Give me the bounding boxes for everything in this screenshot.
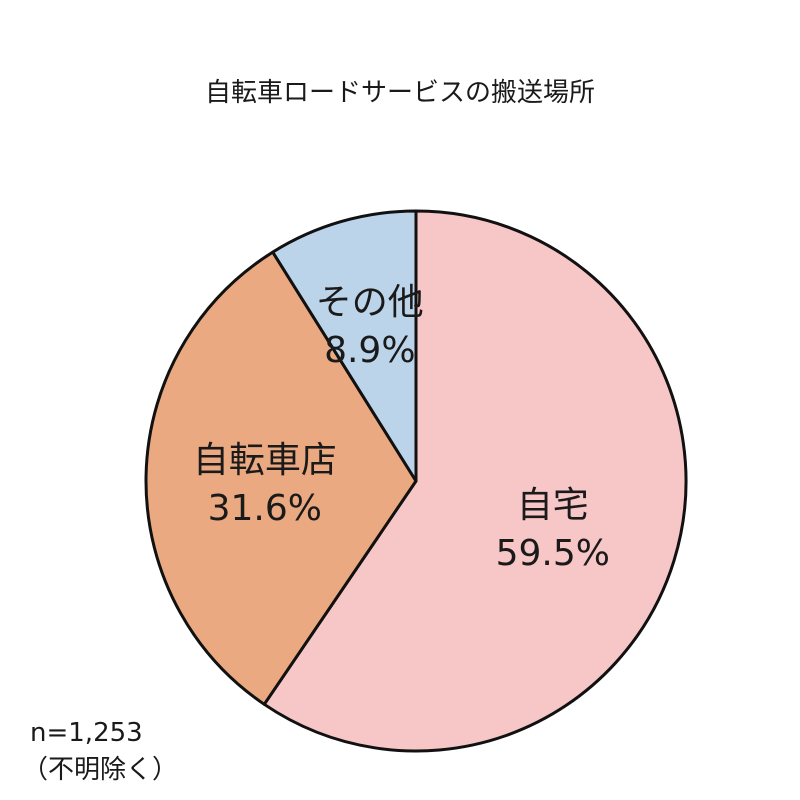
slice-category-label-home: 自宅 (517, 485, 589, 526)
slice-percent-label-other: 8.9% (324, 330, 415, 371)
slice-percent-label-home: 59.5% (496, 533, 610, 574)
pie-slice-bicycle-shop (144, 250, 418, 706)
sample-size-note: n=1,253 (30, 718, 143, 748)
slice-category-label-other: その他 (316, 282, 424, 323)
pie-slice-labels: 自宅 59.5% 自転車店 31.6% その他 8.9% (193, 282, 610, 574)
slice-category-label-bicycle-shop: 自転車店 (193, 440, 337, 481)
chart-title: 自転車ロードサービスの搬送場所 (205, 78, 595, 108)
exclusion-note: （不明除く） (22, 755, 178, 785)
pie-slices (144, 209, 688, 753)
pie-slice-home (262, 209, 688, 753)
pie-slice-other (271, 209, 418, 483)
slice-percent-label-bicycle-shop: 31.6% (208, 488, 322, 529)
